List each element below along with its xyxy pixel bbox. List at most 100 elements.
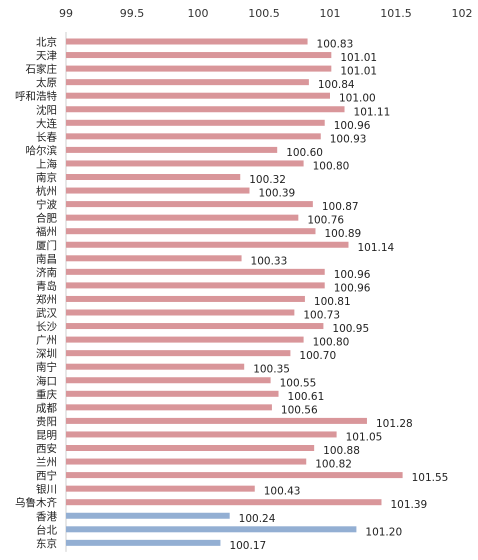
- value-label-31: 100.82: [315, 459, 352, 471]
- category-label-25: 海口: [36, 374, 57, 387]
- category-label-15: 厦门: [36, 239, 57, 252]
- value-label-5: 101.11: [354, 106, 391, 118]
- category-label-22: 广州: [36, 335, 57, 347]
- bar-19: [66, 295, 305, 302]
- value-label-4: 101.00: [339, 93, 376, 105]
- x-tick-label-4: 101: [320, 7, 341, 20]
- value-label-36: 101.20: [365, 526, 402, 538]
- value-label-28: 101.28: [376, 418, 413, 430]
- x-tick-label-6: 102: [452, 7, 473, 20]
- value-label-20: 100.73: [303, 310, 340, 322]
- bar-16: [66, 255, 242, 262]
- bar-7: [66, 133, 321, 140]
- bar-31: [66, 458, 307, 465]
- x-tick-label-2: 100: [188, 7, 209, 20]
- x-axis-ticks: 99 99.5 100 100.5 101 101.5 102: [59, 7, 473, 20]
- category-label-20: 武汉: [36, 307, 57, 320]
- value-label-35: 100.24: [239, 513, 276, 525]
- bar-21: [66, 323, 324, 330]
- bar-29: [66, 431, 337, 438]
- category-label-19: 郑州: [36, 293, 57, 306]
- value-label-30: 100.88: [323, 445, 360, 457]
- value-label-2: 101.01: [340, 66, 377, 78]
- category-label-18: 青岛: [36, 279, 57, 292]
- bar-10: [66, 174, 241, 180]
- value-label-6: 100.96: [334, 120, 371, 132]
- category-label-13: 合肥: [36, 212, 57, 225]
- category-label-9: 上海: [36, 157, 57, 170]
- bar-32: [66, 472, 403, 479]
- bar-15: [66, 241, 349, 248]
- category-label-32: 西宁: [36, 469, 57, 482]
- category-label-1: 天津: [36, 50, 57, 62]
- value-label-22: 100.80: [313, 337, 350, 349]
- value-label-10: 100.32: [249, 174, 286, 186]
- value-label-9: 100.80: [313, 160, 350, 172]
- value-label-24: 100.35: [253, 364, 290, 376]
- category-label-5: 沈阳: [36, 103, 57, 116]
- bar-17: [66, 268, 325, 275]
- bar-4: [66, 92, 330, 99]
- bar-12: [66, 201, 313, 208]
- category-label-23: 深圳: [36, 348, 57, 360]
- x-tick-label-0: 99: [59, 7, 73, 20]
- value-label-23: 100.70: [299, 350, 336, 362]
- bar-22: [66, 336, 304, 343]
- bar-27: [66, 404, 272, 411]
- value-label-32: 101.55: [412, 472, 449, 484]
- value-label-27: 100.56: [281, 404, 318, 416]
- bar-18: [66, 282, 325, 289]
- category-label-16: 南昌: [36, 252, 57, 265]
- category-label-30: 西安: [36, 442, 57, 455]
- value-label-13: 100.76: [307, 215, 344, 227]
- category-label-27: 成都: [36, 402, 57, 414]
- value-label-8: 100.60: [286, 147, 323, 159]
- value-label-25: 100.55: [280, 377, 317, 389]
- bar-25: [66, 377, 271, 384]
- value-label-1: 101.01: [340, 52, 377, 64]
- bar-23: [66, 350, 291, 357]
- category-label-31: 兰州: [36, 456, 57, 469]
- category-label-11: 杭州: [36, 185, 57, 198]
- value-label-29: 101.05: [346, 431, 383, 443]
- value-label-15: 101.14: [357, 242, 394, 254]
- bar-37: [66, 539, 221, 546]
- bar-30: [66, 445, 315, 451]
- category-label-34: 乌鲁木齐: [15, 496, 57, 509]
- category-label-26: 重庆: [36, 388, 57, 401]
- category-label-29: 昆明: [36, 429, 57, 441]
- bar-35: [66, 512, 230, 519]
- category-label-14: 福州: [36, 225, 57, 238]
- value-label-37: 100.17: [229, 540, 266, 552]
- bar-20: [66, 309, 295, 316]
- category-label-33: 银川: [36, 483, 57, 496]
- bar-13: [66, 214, 299, 221]
- value-label-7: 100.93: [330, 133, 367, 145]
- bar-28: [66, 417, 367, 424]
- category-label-21: 长沙: [36, 321, 57, 333]
- category-label-24: 南宁: [36, 361, 57, 374]
- category-label-28: 贵阳: [36, 415, 57, 428]
- category-label-37: 东京: [36, 537, 57, 550]
- category-label-7: 长春: [36, 131, 57, 143]
- category-label-8: 哈尔滨: [26, 144, 58, 157]
- x-tick-label-3: 100.5: [248, 7, 280, 20]
- bar-3: [66, 79, 309, 86]
- value-label-26: 100.61: [288, 391, 325, 403]
- category-label-36: 台北: [36, 523, 57, 536]
- bars: [66, 38, 403, 546]
- value-label-3: 100.84: [318, 79, 355, 91]
- value-labels: 100.83101.01101.01100.84101.00101.11100.…: [229, 39, 448, 552]
- bar-26: [66, 390, 279, 397]
- bar-36: [66, 526, 357, 533]
- bar-9: [66, 160, 304, 167]
- value-label-18: 100.96: [334, 282, 371, 294]
- bar-2: [66, 65, 332, 72]
- bar-33: [66, 485, 255, 492]
- value-label-14: 100.89: [324, 228, 361, 240]
- category-label-0: 北京: [36, 36, 57, 49]
- bar-34: [66, 499, 382, 506]
- x-tick-label-1: 99.5: [120, 7, 145, 20]
- category-label-10: 南京: [36, 171, 57, 184]
